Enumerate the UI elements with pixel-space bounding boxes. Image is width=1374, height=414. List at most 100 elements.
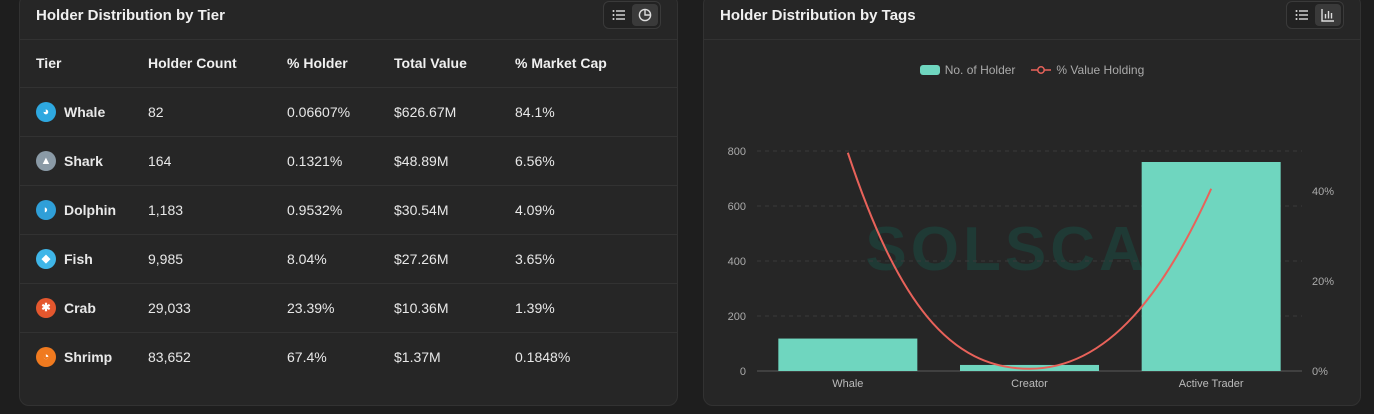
chart-legend: No. of Holder % Value Holding	[704, 63, 1360, 77]
tier-name: Crab	[64, 300, 96, 316]
tier-name: Fish	[64, 251, 93, 267]
x-tick-label: Active Trader	[1179, 378, 1244, 390]
y-left-tick-label: 400	[728, 256, 746, 268]
tier-cell: ◗ Dolphin	[20, 185, 148, 235]
shark-icon: ▲	[36, 151, 56, 171]
y-left-tick-label: 0	[740, 366, 746, 378]
tier-cell: ◔ Shrimp	[20, 333, 148, 382]
tags-distribution-panel: Holder Distribution by Tags SOLSCAN 0 200 4…	[703, 0, 1361, 406]
tier-distribution-panel: Holder Distribution by Tier Tier Holder …	[19, 0, 678, 406]
total-value-cell: $1.37M	[394, 349, 441, 365]
column-header-total-value: Total Value	[394, 39, 515, 88]
panel-header: Holder Distribution by Tier	[20, 1, 677, 40]
legend-item-holders[interactable]: No. of Holder	[919, 63, 1016, 77]
pct-holder-cell: 0.06607%	[287, 87, 394, 137]
tier-cell-content: ◕ Whale	[36, 102, 148, 122]
y-right-tick-label: 40%	[1312, 186, 1334, 198]
column-header-pct-holder: % Holder	[287, 39, 394, 88]
pct-market-cap-cell: 1.39%	[515, 283, 677, 333]
pct-market-cap-cell: 6.56%	[515, 136, 677, 186]
y-left-tick-label: 200	[728, 311, 746, 323]
column-header-tier: Tier	[20, 39, 148, 88]
pct-market-cap-cell: 0.1848%	[515, 349, 571, 365]
panel-title: Holder Distribution by Tags	[720, 7, 916, 24]
legend-swatch-line	[1031, 66, 1052, 74]
holder-count-cell: 83,652	[148, 349, 191, 365]
table-row: ◔ Shrimp 83,652 67.4% $1.37M 0.1848%	[20, 333, 677, 382]
holder-count-cell: 164	[148, 136, 287, 186]
tier-name: Shrimp	[64, 349, 113, 365]
total-value-cell: $10.36M	[394, 283, 515, 333]
tier-name: Shark	[64, 153, 103, 169]
view-toggle	[603, 1, 661, 29]
bar	[778, 338, 918, 371]
panel-header: Holder Distribution by Tags	[704, 1, 1360, 40]
dolphin-icon: ◗	[36, 200, 56, 220]
tier-cell: ◕ Whale	[20, 87, 148, 137]
table-header-row: Tier Holder Count % Holder Total Value %…	[20, 39, 677, 88]
value-holding-line	[846, 152, 1213, 370]
pct-holder-cell: 0.9532%	[287, 185, 394, 235]
list-view-button[interactable]	[606, 4, 632, 26]
view-toggle	[1286, 1, 1344, 29]
table-row: ✱ Crab 29,033 23.39% $10.36M 1.39%	[20, 283, 677, 333]
y-right-tick-label: 20%	[1312, 276, 1334, 288]
fish-icon: ◆	[36, 249, 56, 269]
holder-count-cell: 9,985	[148, 234, 287, 284]
panel-title: Holder Distribution by Tier	[36, 7, 225, 24]
table-row: ▲ Shark 164 0.1321% $48.89M 6.56%	[20, 136, 677, 186]
pct-holder-cell: 23.39%	[287, 283, 394, 333]
tier-cell: ✱ Crab	[20, 283, 148, 333]
y-left-tick-label: 600	[728, 201, 746, 213]
pct-market-cap-cell: 84.1%	[515, 87, 677, 137]
legend-swatch-bar	[919, 65, 940, 75]
tier-cell-content: ▲ Shark	[36, 151, 148, 171]
list-view-button[interactable]	[1289, 4, 1315, 26]
bar-chart-icon	[1321, 9, 1334, 22]
x-tick-label: Whale	[832, 378, 863, 390]
total-value-cell: $626.67M	[394, 87, 515, 137]
tier-cell-content: ◔ Shrimp	[36, 347, 148, 367]
table-row: ◕ Whale 82 0.06607% $626.67M 84.1%	[20, 87, 677, 137]
bar	[1141, 162, 1281, 371]
total-value-cell: $30.54M	[394, 185, 515, 235]
tier-cell: ▲ Shark	[20, 136, 148, 186]
y-left-tick-label: 800	[728, 146, 746, 158]
holder-count-cell: 1,183	[148, 185, 287, 235]
pie-view-button[interactable]	[632, 4, 658, 26]
total-value-cell: $27.26M	[394, 234, 515, 284]
legend-label-value-holding: % Value Holding	[1056, 63, 1145, 77]
legend-item-value-holding[interactable]: % Value Holding	[1031, 63, 1144, 77]
tier-cell-content: ◗ Dolphin	[36, 200, 148, 220]
tier-cell: ◆ Fish	[20, 234, 148, 284]
pie-chart-icon	[638, 8, 652, 22]
legend-label-holders: No. of Holder	[944, 63, 1016, 77]
list-icon	[1295, 10, 1308, 20]
x-tick-label: Creator	[1011, 378, 1048, 390]
pct-holder-cell: 67.4%	[287, 349, 327, 365]
bar-view-button[interactable]	[1315, 4, 1341, 26]
crab-icon: ✱	[36, 298, 56, 318]
tier-name: Dolphin	[64, 202, 117, 218]
tier-cell-content: ✱ Crab	[36, 298, 148, 318]
pct-holder-cell: 8.04%	[287, 234, 394, 284]
shrimp-icon: ◔	[36, 347, 56, 367]
pct-market-cap-cell: 3.65%	[515, 234, 677, 284]
tags-chart: SOLSCAN 0 200 400 600 800 0% 20% 40% Whale Creator…	[728, 146, 1335, 390]
tier-table-body: ◕ Whale 82 0.06607% $626.67M 84.1% ▲ Shark 164 0.…	[20, 87, 677, 382]
watermark-text: SOLSCAN	[865, 215, 1196, 284]
tier-cell-content: ◆ Fish	[36, 249, 148, 269]
table-row: ◆ Fish 9,985 8.04% $27.26M 3.65%	[20, 234, 677, 284]
tier-name: Whale	[64, 104, 106, 120]
pct-holder-cell: 0.1321%	[287, 136, 394, 186]
list-icon	[612, 10, 625, 20]
total-value-cell: $48.89M	[394, 136, 515, 186]
y-right-tick-label: 0%	[1312, 366, 1328, 378]
tier-table: Tier Holder Count % Holder Total Value %…	[20, 39, 677, 381]
table-row: ◗ Dolphin 1,183 0.9532% $30.54M 4.09%	[20, 185, 677, 235]
whale-icon: ◕	[36, 102, 56, 122]
holder-count-cell: 82	[148, 87, 287, 137]
column-header-holder-count: Holder Count	[148, 39, 287, 88]
column-header-pct-market-cap: % Market Cap	[515, 39, 677, 88]
holder-count-cell: 29,033	[148, 283, 287, 333]
